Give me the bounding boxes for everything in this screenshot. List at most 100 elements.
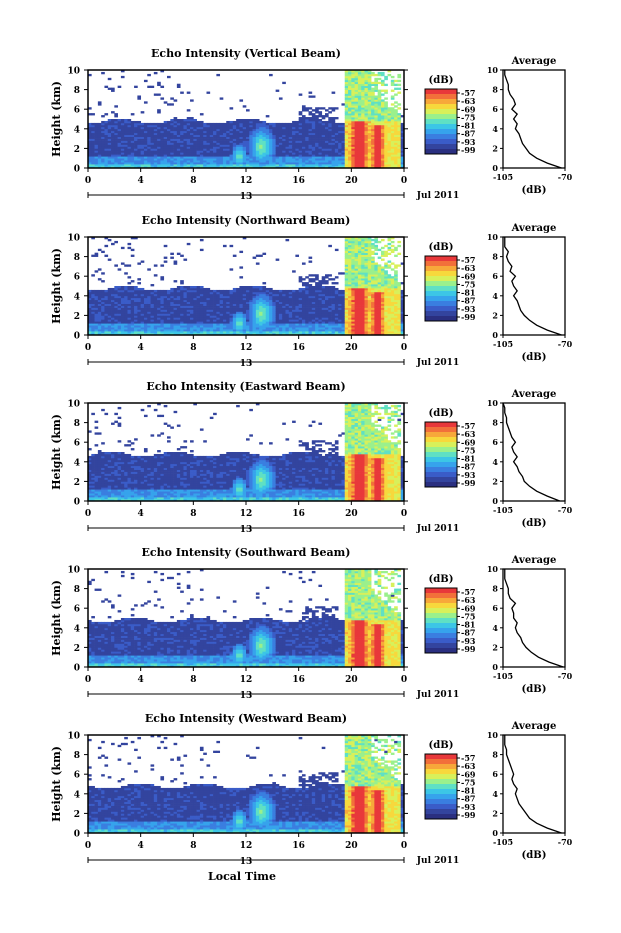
heatmap-cell — [124, 264, 128, 266]
heatmap-cell — [391, 95, 395, 97]
heatmap-cell — [187, 117, 191, 119]
heatmap-cell — [282, 290, 286, 292]
heatmap-cell — [315, 107, 319, 109]
heatmap-cell — [286, 239, 290, 241]
heatmap-cell — [114, 113, 118, 115]
heatmap-cell — [128, 119, 132, 121]
heatmap-cell — [322, 276, 326, 278]
heatmap-cell — [243, 119, 247, 121]
heatmap-cell — [101, 115, 105, 117]
average-profile-line — [505, 70, 562, 168]
heatmap-cell — [203, 288, 207, 290]
heatmap-cell — [223, 245, 227, 247]
heatmap-cell — [174, 280, 178, 282]
heatmap-cell — [118, 286, 122, 288]
heatmap-cell — [305, 282, 309, 284]
heatmap-cell — [177, 84, 181, 86]
heatmap-cell — [200, 239, 204, 241]
heatmap-cell — [371, 82, 375, 84]
heatmap-cell — [160, 86, 164, 88]
heatmap-cell — [108, 119, 112, 121]
heatmap-cell — [282, 82, 286, 84]
heatmap-cell — [131, 286, 135, 288]
heatmap-cell — [309, 284, 313, 286]
heatmap-cell — [118, 268, 122, 270]
heatmap-cell — [160, 290, 164, 292]
heatmap-cell — [259, 286, 263, 288]
heatmap-cell — [233, 288, 237, 290]
heatmap-cell — [318, 107, 322, 109]
average-title: Average — [511, 56, 557, 67]
heatmap-cell — [121, 286, 125, 288]
heatmap-cell — [193, 119, 197, 121]
heatmap-cell — [104, 245, 108, 247]
heatmap-cell — [144, 290, 148, 292]
heatmap-cell — [114, 264, 118, 266]
heatmap-cell — [91, 113, 95, 115]
heatmap-cell — [137, 121, 141, 123]
heatmap-cell — [266, 288, 270, 290]
heatmap-cell — [144, 80, 148, 82]
heatmap-cell — [226, 121, 230, 123]
colorbar-segment — [425, 112, 457, 115]
heatmap-cell — [394, 84, 398, 86]
heatmap-cell — [309, 117, 313, 119]
heatmap-cell — [134, 286, 138, 288]
heatmap-cell — [309, 95, 313, 97]
heatmap-cell — [266, 123, 270, 125]
heatmap-cell — [190, 286, 194, 288]
heatmap-cell — [128, 243, 132, 245]
heatmap-cell — [249, 119, 253, 121]
heatmap-cell — [230, 290, 234, 292]
heatmap-cell — [332, 92, 336, 94]
heatmap-cell — [312, 278, 316, 280]
heatmap-cell — [262, 121, 266, 123]
x-tick-label: 12 — [240, 176, 253, 186]
heatmap-cell — [124, 286, 128, 288]
colorbar-segment — [425, 142, 457, 145]
heatmap-cell — [128, 264, 132, 266]
heatmap-cell — [118, 119, 122, 121]
colorbar-segment — [425, 147, 457, 150]
date-label: Jul 2011 — [416, 191, 459, 201]
colorbar-segment — [425, 102, 457, 105]
heatmap-cell — [341, 123, 345, 125]
heatmap-cell — [104, 86, 108, 88]
heatmap-cell — [253, 286, 257, 288]
heatmap-cell — [292, 270, 296, 272]
heatmap-cell — [384, 101, 388, 103]
heatmap-cell — [151, 123, 155, 125]
heatmap-cell — [381, 72, 385, 74]
heatmap-cell — [315, 282, 319, 284]
heatmap-cell — [164, 121, 168, 123]
heatmap-cell — [213, 123, 217, 125]
heatmap-field — [88, 70, 404, 168]
heatmap-cell — [128, 286, 132, 288]
heatmap-cell — [256, 255, 260, 257]
heatmap-cell — [157, 123, 161, 125]
heatmap-cell — [167, 76, 171, 78]
heatmap-cell — [131, 255, 135, 257]
average-x-tick-label: -70 — [558, 172, 573, 182]
heatmap-cell — [137, 278, 141, 280]
heatmap-cell — [341, 272, 345, 274]
heatmap-cell — [266, 115, 270, 117]
heatmap-cell — [381, 94, 385, 96]
heatmap-cell — [328, 107, 332, 109]
heatmap-cell — [309, 261, 313, 263]
heatmap-cell — [335, 249, 339, 251]
heatmap-cell — [315, 115, 319, 117]
y-tick-label: 2 — [74, 145, 80, 155]
heatmap-cell — [309, 111, 313, 113]
heatmap-cell — [332, 282, 336, 284]
heatmap-cell — [187, 286, 191, 288]
heatmap-cell — [397, 74, 401, 76]
heatmap-cell — [160, 123, 164, 125]
heatmap-cell — [124, 272, 128, 274]
heatmap-cell — [332, 278, 336, 280]
heatmap-cell — [98, 101, 102, 103]
heatmap-cell — [322, 107, 326, 109]
heatmap-cell — [200, 286, 204, 288]
heatmap-cell — [233, 255, 237, 257]
